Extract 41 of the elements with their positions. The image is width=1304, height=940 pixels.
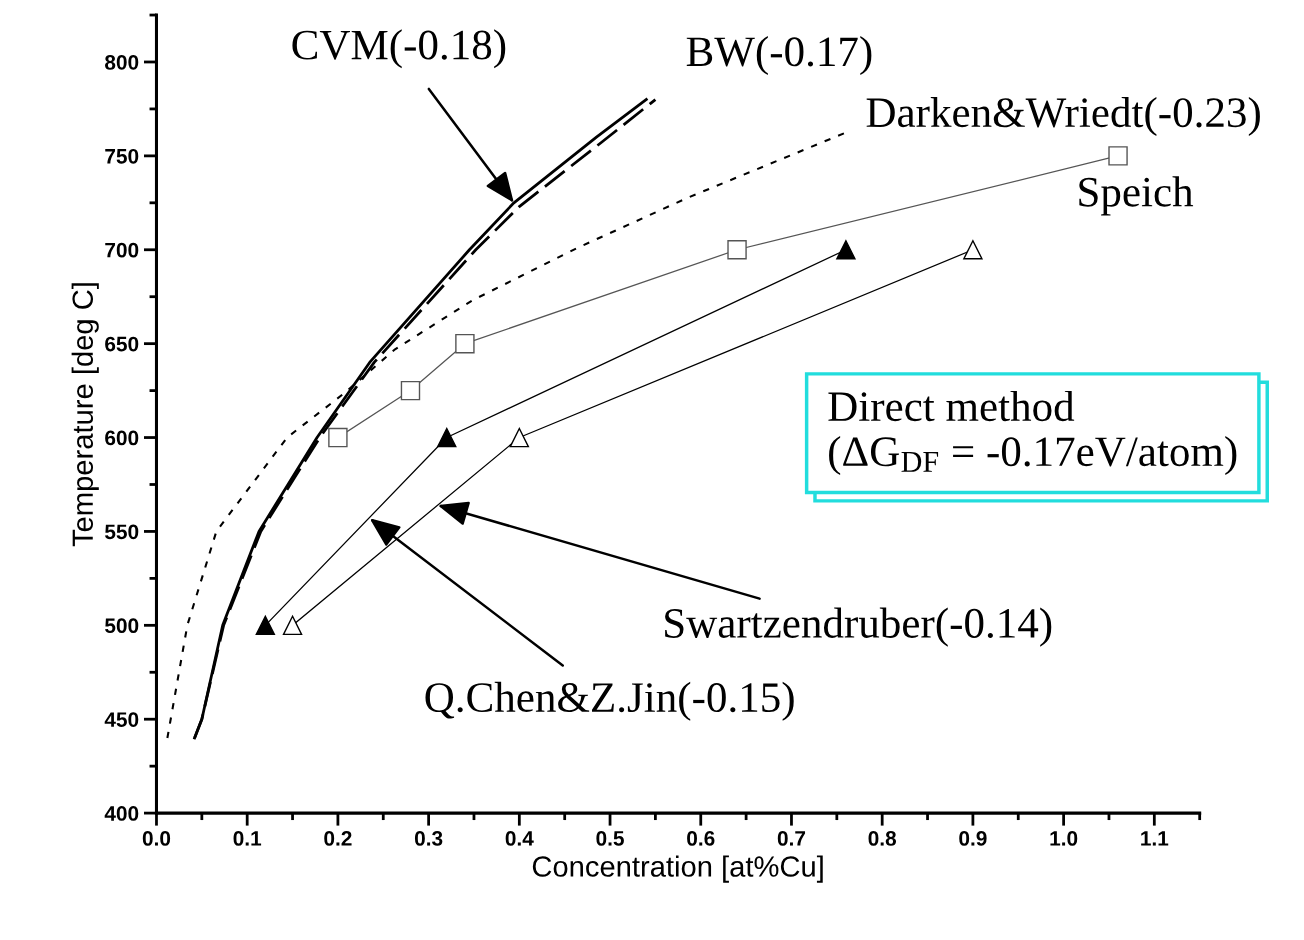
series-label: Darken&Wriedt(-0.23) [866,96,1260,136]
y-tick-label: 600 [105,430,139,446]
point [437,427,457,448]
x-tick-label: 0.3 [414,831,443,846]
point [400,380,421,401]
x-tick-label: 0.5 [596,831,624,846]
y-tick-label: 800 [105,54,139,70]
x-tick-label: 0.8 [868,831,897,846]
annotation: Q.Chen&Z.Jin(-0.15) [425,681,794,721]
y-tick-label: 750 [105,148,139,164]
point [255,615,276,636]
x-tick-label: 0.6 [687,831,715,846]
y-axis-title: Temperature [deg C] [71,283,99,547]
point [282,615,303,636]
point [963,240,983,260]
y-tick-label: 500 [105,618,139,634]
point [328,427,348,448]
x-tick-label: 0.4 [505,831,534,846]
series-label: BW(-0.17) [686,36,872,76]
y-tick-label: 450 [104,712,139,727]
x-tick-label: 0.1 [233,831,262,846]
point [727,240,747,260]
point [455,333,475,354]
x-axis-title: Concentration [at%Cu] [532,855,823,883]
point [1108,146,1128,166]
point [836,240,856,260]
y-tick-label: 400 [104,806,139,821]
annotation: Swartzendruber(-0.14) [665,607,1052,647]
annotation: CVM(-0.18) [292,29,506,69]
y-tick-label: 650 [105,336,139,352]
point [509,427,530,448]
annotation: Direct method (ΔG$_{DF}$ = -0.17eV/atom) [828,390,1237,475]
y-tick-label: 700 [105,242,139,258]
series-label: Speich [1079,176,1194,216]
x-tick-label: 0.0 [142,831,171,846]
x-tick-label: 0.9 [959,831,987,846]
x-tick-label: 1.1 [1141,831,1169,846]
x-tick-label: 0.2 [324,831,352,846]
x-tick-label: 0.7 [777,831,806,846]
y-tick-label: 550 [105,524,139,540]
x-tick-label: 1.0 [1050,831,1078,846]
